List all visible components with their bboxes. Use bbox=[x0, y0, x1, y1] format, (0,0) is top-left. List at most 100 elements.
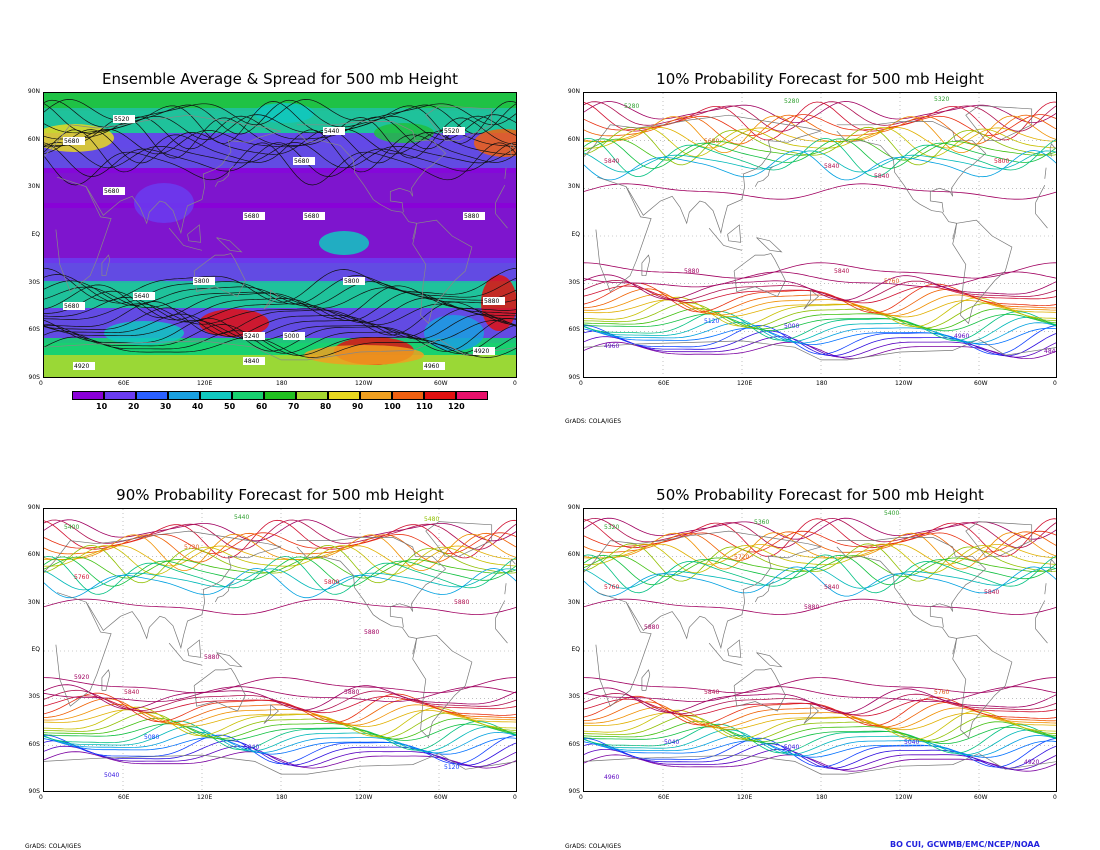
contours-north bbox=[584, 517, 1056, 597]
coastline bbox=[965, 521, 1033, 557]
coastline bbox=[85, 546, 282, 650]
contour-line bbox=[584, 127, 1056, 149]
contour-line bbox=[44, 731, 516, 754]
grads-credit-3: GrADS: COLA/IGES bbox=[565, 843, 622, 850]
colorbar-swatch bbox=[360, 391, 392, 400]
contour-label-bg bbox=[243, 357, 265, 365]
contour-label: 5680 bbox=[64, 138, 79, 145]
coastline bbox=[584, 338, 1056, 361]
contour-line bbox=[584, 127, 1056, 157]
colorbar-swatch bbox=[424, 391, 456, 400]
contour-line bbox=[44, 319, 516, 342]
contour-label: 5880 bbox=[484, 298, 499, 305]
contour-line bbox=[584, 126, 1056, 166]
contour-label: 5840 bbox=[604, 158, 619, 165]
coastline bbox=[216, 237, 243, 253]
colorbar-label: 70 bbox=[288, 402, 300, 411]
coastline bbox=[756, 237, 783, 253]
lat-tick-label: 60S bbox=[28, 326, 40, 334]
coastline bbox=[425, 105, 493, 142]
contour-line bbox=[584, 555, 1056, 577]
contour-label-bg bbox=[193, 277, 215, 285]
colorbar bbox=[72, 391, 488, 400]
contour-line bbox=[44, 142, 516, 186]
panel-title-p10: 10% Probability Forecast for 500 mb Heig… bbox=[656, 70, 984, 88]
contour-line bbox=[44, 545, 516, 567]
colorbar-swatch bbox=[456, 391, 488, 400]
colorbar-swatch bbox=[200, 391, 232, 400]
coastline bbox=[44, 338, 516, 361]
contour-line bbox=[584, 282, 1056, 314]
lat-tick-label: EQ bbox=[31, 231, 40, 238]
contour-label: 5680 bbox=[304, 213, 319, 220]
contour-label: 5880 bbox=[344, 689, 359, 696]
contour-line bbox=[584, 308, 1056, 330]
coastline bbox=[727, 639, 742, 658]
contour-line bbox=[44, 301, 516, 336]
spread-band bbox=[44, 258, 516, 283]
lat-tick-label: 60S bbox=[28, 740, 40, 748]
lon-tick-label: 60E bbox=[658, 380, 670, 387]
contour-line bbox=[584, 686, 1056, 703]
lon-tick-label: 60W bbox=[974, 794, 988, 801]
contour-label: 5880 bbox=[684, 268, 699, 275]
lon-tick-label: 180 bbox=[276, 380, 288, 387]
coastlines bbox=[44, 105, 516, 361]
contour-line bbox=[44, 274, 516, 305]
spread-band bbox=[44, 355, 516, 377]
colorbar-label: 20 bbox=[128, 402, 140, 411]
contour-label-bg bbox=[113, 115, 135, 123]
contour-label: 5760 bbox=[604, 584, 619, 591]
map-p10: 5280 5280 5320 5840 5680 5840 5840 5800 5880 5840… bbox=[583, 92, 1057, 378]
contour-line bbox=[584, 748, 1056, 771]
coastline bbox=[263, 704, 279, 724]
coastline bbox=[55, 592, 112, 707]
contour-label: 5800 bbox=[994, 158, 1009, 165]
contour-line bbox=[44, 284, 516, 320]
contour-label: 5680 bbox=[704, 138, 719, 145]
contour-labels: 5320 5360 5400 5760 5720 5840 5840 5880 5880 5840… bbox=[604, 510, 1039, 781]
lat-tick-label: 30S bbox=[28, 278, 40, 286]
contour-label: 5000 bbox=[284, 333, 299, 340]
contour-line bbox=[584, 183, 1056, 200]
spread-blob bbox=[319, 231, 369, 255]
map-spread: 5520 5680 5680 5680 5680 5800 5800 5640 5680 5240… bbox=[43, 92, 517, 378]
contour-line bbox=[44, 330, 516, 356]
contour-line bbox=[584, 740, 1056, 758]
contour-label-bg bbox=[243, 332, 265, 340]
contour-label-bg bbox=[463, 212, 485, 220]
coastline bbox=[952, 219, 1013, 325]
contour-line bbox=[44, 267, 516, 303]
grads-credit-2: GrADS: COLA/IGES bbox=[25, 843, 82, 850]
contour-line bbox=[584, 327, 1056, 346]
contour-label: 5840 bbox=[704, 689, 719, 696]
lat-tick-label: 30N bbox=[27, 598, 40, 606]
contour-label: 4840 bbox=[244, 358, 259, 365]
lon-tick-label: 60W bbox=[974, 380, 988, 387]
coastline bbox=[754, 581, 774, 603]
coastline bbox=[296, 130, 418, 240]
contour-line bbox=[44, 556, 516, 587]
contours-south bbox=[44, 684, 516, 769]
coastline bbox=[187, 639, 202, 658]
colorbar-label: 80 bbox=[320, 402, 332, 411]
contour-label: 5280 bbox=[624, 103, 639, 110]
lon-tick-label: 60E bbox=[118, 380, 130, 387]
coastline bbox=[44, 753, 516, 775]
colorbar-swatch bbox=[392, 391, 424, 400]
contour-line bbox=[584, 677, 1056, 694]
contour-line bbox=[44, 324, 516, 354]
contour-label-bg bbox=[473, 347, 495, 355]
lat-tick-label: 30N bbox=[27, 183, 40, 191]
lon-tick-label: 60W bbox=[434, 794, 448, 801]
contour-line bbox=[44, 684, 516, 711]
coastline bbox=[708, 642, 743, 666]
lat-tick-label: 60N bbox=[567, 135, 580, 143]
contours-north bbox=[44, 519, 516, 599]
coastline bbox=[495, 202, 508, 229]
coastline bbox=[708, 227, 743, 251]
contour-label: 5320 bbox=[604, 524, 619, 531]
contour-line bbox=[584, 598, 1056, 615]
contour-label: 4960 bbox=[604, 774, 619, 781]
contour-label: 5800 bbox=[344, 278, 359, 285]
